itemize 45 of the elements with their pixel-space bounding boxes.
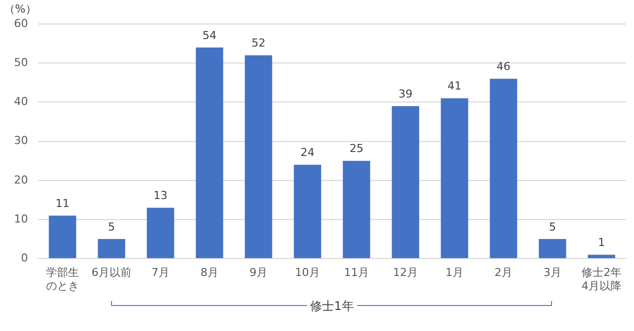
x-tick-label: 8月 [200, 266, 218, 280]
x-tick-label: 11月 [344, 266, 369, 280]
x-tick-label: 12月 [393, 266, 418, 280]
bar [244, 55, 272, 258]
x-tick-label: 2月 [494, 266, 512, 280]
x-tick-label: 1月 [446, 266, 464, 280]
bar [294, 164, 322, 258]
bar [490, 78, 518, 258]
x-tick-label: 3月 [544, 266, 562, 280]
y-tick-label: 60 [14, 16, 28, 30]
y-tick-label: 30 [14, 134, 28, 148]
bar [342, 160, 370, 258]
data-label: 13 [154, 189, 168, 202]
bar [538, 239, 566, 258]
text: 修士1年 [307, 298, 357, 315]
bar [98, 239, 126, 258]
bar [588, 254, 616, 258]
y-tick-label: 10 [14, 212, 28, 226]
x-tick-label: 学部生のとき [46, 266, 79, 292]
data-label: 11 [55, 196, 70, 210]
bar [196, 47, 224, 258]
data-label: 1 [598, 236, 605, 250]
y-tick-label: 20 [14, 173, 28, 186]
bar [392, 106, 420, 258]
data-label: 52 [252, 36, 266, 50]
data-label: 5 [549, 220, 556, 234]
bar [146, 208, 174, 258]
data-label: 5 [108, 220, 115, 234]
x-tick-label: 9月 [250, 266, 268, 280]
x-tick-label: 修士2年4月以降 [582, 266, 622, 292]
bar [440, 98, 468, 258]
bar [48, 216, 76, 258]
data-label: 39 [398, 87, 412, 100]
x-tick-label: 6月以前 [91, 266, 132, 280]
y-tick-label: 40 [14, 95, 28, 108]
y-tick-label: 50 [14, 56, 28, 69]
x-tick-label: 7月 [152, 266, 170, 280]
x-tick-label: 10月 [295, 266, 320, 280]
data-label: 41 [448, 80, 462, 93]
data-label: 54 [202, 28, 216, 42]
data-label: 25 [350, 142, 364, 156]
y-tick-label: 0 [20, 251, 28, 264]
y-axis-title: （%） [4, 2, 36, 16]
data-label: 24 [300, 146, 314, 160]
data-label: 46 [496, 60, 510, 74]
